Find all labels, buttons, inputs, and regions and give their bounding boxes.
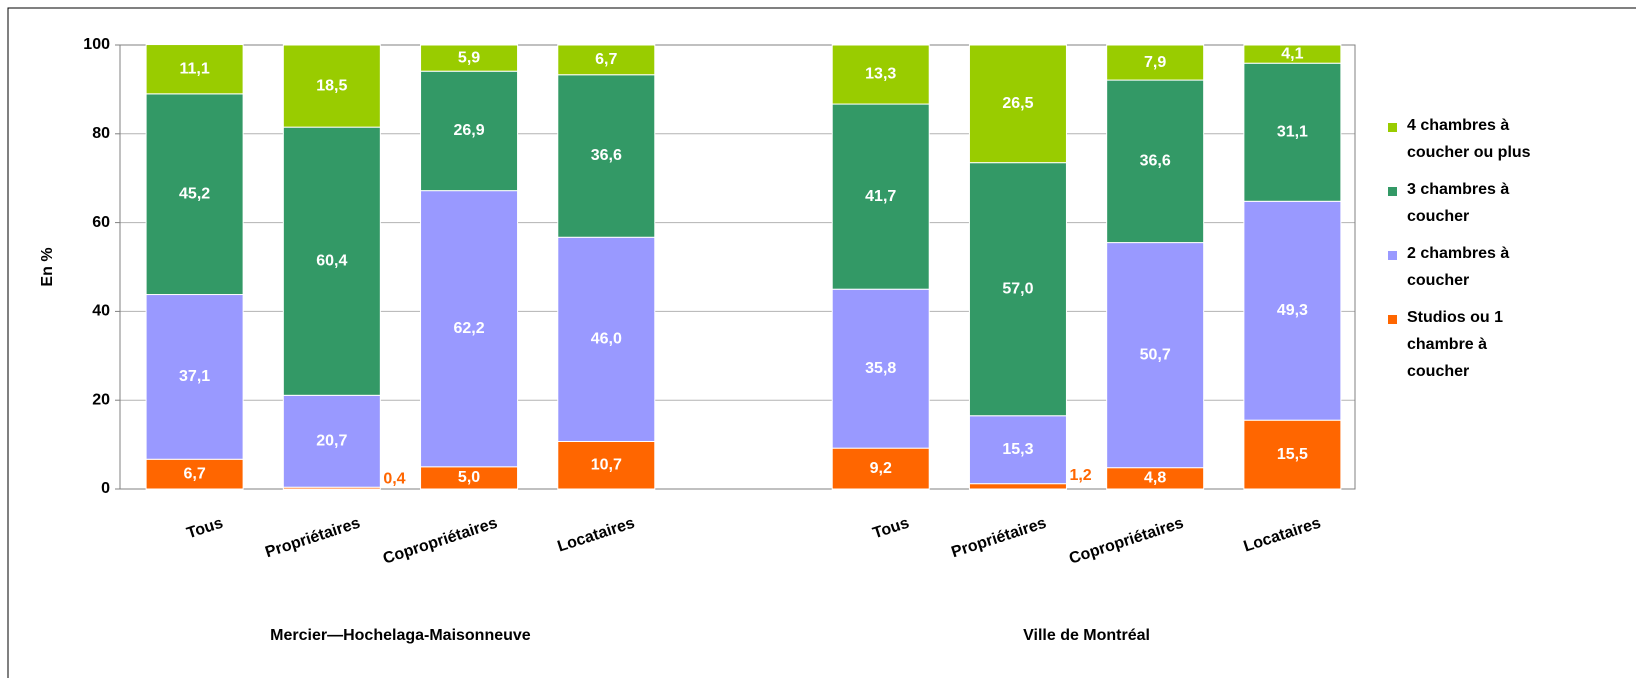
bar-segment bbox=[420, 70, 519, 192]
data-label: 46,0 bbox=[591, 331, 622, 348]
bar-segment bbox=[420, 44, 519, 72]
bar-segment bbox=[1106, 44, 1205, 81]
x-tick-label: Propriétaires bbox=[263, 515, 362, 562]
data-label: 26,9 bbox=[453, 122, 484, 139]
data-label: 13,3 bbox=[865, 66, 896, 83]
legend-swatch bbox=[1388, 315, 1397, 324]
legend-swatch bbox=[1388, 251, 1397, 260]
data-label: 4,1 bbox=[1281, 45, 1303, 62]
legend-label: Studios ou 1 chambre à coucher bbox=[1407, 309, 1503, 380]
bar-segment bbox=[282, 126, 381, 396]
data-label: 26,5 bbox=[1002, 95, 1033, 112]
y-tick-label: 80 bbox=[92, 125, 110, 142]
legend-label: 2 chambres à coucher bbox=[1407, 245, 1510, 289]
x-tick-label: Tous bbox=[871, 515, 912, 543]
data-label: 36,6 bbox=[591, 147, 622, 164]
bar-segment bbox=[1243, 419, 1342, 490]
data-label: 15,3 bbox=[1002, 441, 1033, 458]
x-tick-label: Locataires bbox=[555, 515, 636, 556]
group-label: Ville de Montréal bbox=[1023, 627, 1150, 644]
data-label: 15,5 bbox=[1277, 446, 1308, 463]
legend-swatch bbox=[1388, 187, 1397, 196]
data-label: 36,6 bbox=[1140, 153, 1171, 170]
data-label: 18,5 bbox=[316, 77, 347, 94]
bar-segment bbox=[1243, 200, 1342, 421]
bar-segment bbox=[145, 458, 244, 490]
bar-segment bbox=[968, 162, 1067, 417]
bar-segment bbox=[831, 447, 930, 490]
bar-segment bbox=[282, 44, 381, 128]
data-label: 5,0 bbox=[458, 469, 480, 486]
frame bbox=[7, 7, 1636, 678]
group-label: Mercier—Hochelaga-Maisonneuve bbox=[270, 627, 531, 644]
data-label: 9,2 bbox=[870, 460, 892, 477]
data-label: 62,2 bbox=[453, 320, 484, 337]
data-label: 50,7 bbox=[1140, 346, 1171, 363]
legend: 4 chambres à coucher ou plus 3 chambres à… bbox=[1388, 117, 1636, 401]
data-label: 11,1 bbox=[179, 60, 209, 77]
bar-segment bbox=[968, 44, 1067, 164]
y-axis-label: En % bbox=[39, 247, 56, 286]
legend-label: 3 chambres à coucher bbox=[1407, 181, 1510, 225]
bar-segment bbox=[557, 74, 656, 238]
x-tick-label: Locataires bbox=[1242, 515, 1323, 556]
data-label: 35,8 bbox=[865, 360, 896, 377]
bar-segment bbox=[968, 415, 1067, 485]
data-label: 0,4 bbox=[383, 470, 405, 487]
legend-entry: 4 chambres à coucher ou plus bbox=[1388, 117, 1636, 166]
bar-segment bbox=[557, 44, 656, 76]
bar-segment bbox=[557, 440, 656, 490]
data-label: 6,7 bbox=[183, 465, 205, 482]
data-label: 7,9 bbox=[1144, 54, 1166, 71]
x-tick-label: Copropriétaires bbox=[381, 515, 500, 568]
data-label: 1,2 bbox=[1069, 467, 1091, 484]
data-label: 5,9 bbox=[458, 49, 480, 66]
y-tick-label: 0 bbox=[101, 480, 110, 497]
data-label: 60,4 bbox=[316, 252, 347, 269]
bar-segment bbox=[1243, 62, 1342, 202]
legend-label: 4 chambres à coucher ou plus bbox=[1407, 117, 1531, 161]
bar-segment bbox=[1106, 242, 1205, 469]
x-tick-label: Propriétaires bbox=[949, 515, 1048, 562]
bar-segment bbox=[1243, 44, 1342, 64]
data-label: 6,7 bbox=[595, 51, 617, 68]
bar-segment bbox=[968, 483, 1067, 490]
y-tick-label: 20 bbox=[92, 391, 110, 408]
y-tick-label: 100 bbox=[83, 36, 110, 53]
bar-segment bbox=[831, 44, 930, 105]
plot-border bbox=[119, 44, 1356, 490]
legend-swatch bbox=[1388, 123, 1397, 132]
bar-segment bbox=[145, 93, 244, 296]
data-label: 45,2 bbox=[179, 185, 210, 202]
data-label: 41,7 bbox=[865, 188, 896, 205]
bar-segment bbox=[1106, 79, 1205, 244]
data-label: 4,8 bbox=[1144, 470, 1166, 487]
y-tick-label: 40 bbox=[92, 303, 110, 320]
bar-segment bbox=[831, 288, 930, 449]
legend-entry: Studios ou 1 chambre à coucher bbox=[1388, 309, 1636, 385]
data-label: 57,0 bbox=[1002, 280, 1033, 297]
data-label: 31,1 bbox=[1277, 123, 1308, 140]
legend-entry: 3 chambres à coucher bbox=[1388, 181, 1636, 230]
data-label: 37,1 bbox=[179, 368, 210, 385]
x-tick-label: Copropriétaires bbox=[1067, 515, 1186, 568]
bar-segment bbox=[420, 190, 519, 468]
legend-entry: 2 chambres à coucher bbox=[1388, 245, 1636, 294]
bar-segment bbox=[145, 294, 244, 460]
x-tick-label: Tous bbox=[185, 515, 226, 543]
bar-segment bbox=[282, 394, 381, 488]
y-tick-label: 60 bbox=[92, 214, 110, 231]
bar-segment bbox=[557, 236, 656, 442]
data-label: 20,7 bbox=[316, 432, 347, 449]
bar-segment bbox=[145, 44, 244, 95]
data-label: 10,7 bbox=[591, 456, 622, 473]
data-label: 49,3 bbox=[1277, 302, 1308, 319]
